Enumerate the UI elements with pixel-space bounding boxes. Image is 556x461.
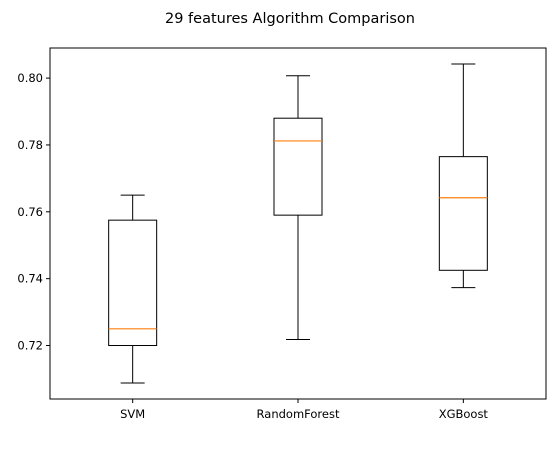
box-group [438,63,488,289]
y-axis: 0.72 0.74 0.76 0.78 0.80 [17,71,50,353]
y-tick-label: 0.76 [17,205,43,219]
iqr-box [438,156,488,271]
plot-area [49,47,547,400]
x-tick-label: XGBoost [439,407,489,421]
y-tick-label: 0.78 [17,138,43,152]
y-tick-label: 0.74 [17,272,43,286]
chart-title: 29 features Algorithm Comparison [165,11,415,27]
y-tick-label: 0.72 [17,339,43,353]
x-axis: SVM RandomForest XGBoost [120,399,488,421]
x-tick-label: RandomForest [257,407,340,421]
x-tick-label: SVM [120,407,145,421]
iqr-box [108,219,158,347]
box-group [273,75,323,340]
y-tick-label: 0.80 [17,71,43,85]
iqr-box [273,117,323,216]
box-group [108,194,158,384]
